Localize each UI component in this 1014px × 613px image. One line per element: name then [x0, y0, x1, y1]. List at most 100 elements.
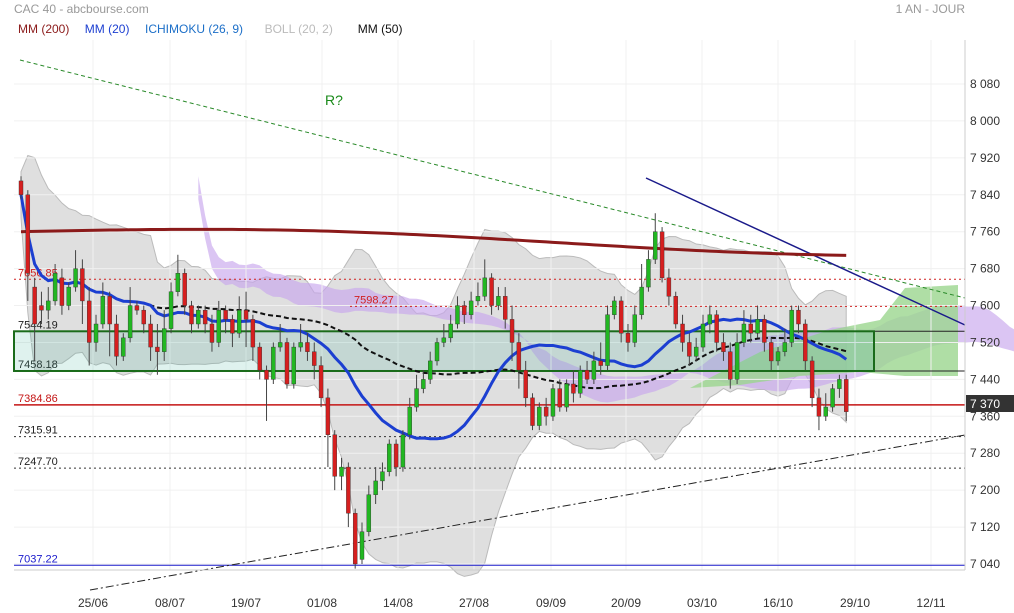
level-label: 7544.19: [18, 319, 58, 331]
candle-body: [584, 369, 590, 380]
level-label: 7458.18: [18, 359, 58, 371]
candle-body: [762, 319, 767, 343]
candle-body: [796, 309, 801, 325]
candle-body: [659, 231, 665, 279]
candle-body: [312, 351, 317, 366]
x-tick-label: 19/07: [231, 596, 261, 610]
candle-body: [216, 309, 221, 343]
candle-body: [789, 309, 794, 343]
y-tick-label: 7 120: [970, 520, 1000, 534]
candle-body: [189, 305, 194, 325]
x-tick-label: 27/08: [459, 596, 489, 610]
x-tick-label: 09/09: [536, 596, 566, 610]
candle-body: [455, 305, 460, 325]
candle-body: [557, 388, 562, 408]
y-tick-label: 7 520: [970, 335, 1000, 349]
candle-body: [121, 337, 126, 357]
resistance-trendline-green: [19, 59, 966, 299]
level-label: 7037.22: [18, 553, 58, 565]
candle-body: [223, 309, 228, 320]
candle-body: [66, 286, 71, 306]
candle-body: [209, 323, 215, 343]
x-tick-label: 20/09: [611, 596, 641, 610]
candle-body: [462, 305, 467, 315]
candle-body: [530, 397, 535, 426]
r-annotation: R?: [325, 92, 343, 108]
candle-body: [578, 369, 583, 394]
candle-body: [134, 305, 140, 311]
level-label: 7315.91: [18, 425, 58, 437]
y-tick-label: 8 000: [970, 114, 1000, 128]
candle-body: [32, 286, 37, 325]
candle-body: [837, 379, 842, 389]
legend-item: MM (50): [358, 22, 403, 36]
candle-body: [114, 323, 119, 357]
candle-body: [52, 273, 58, 302]
candle-body: [257, 346, 262, 371]
candle-body: [646, 259, 651, 288]
candle-body: [468, 300, 474, 315]
bollinger-area: [20, 154, 847, 577]
candle-body: [155, 346, 160, 352]
candle-body: [407, 406, 412, 435]
candle-body: [816, 397, 822, 417]
legend-item: BOLL (20, 2): [265, 22, 333, 36]
candle-body: [414, 388, 419, 408]
candle-body: [18, 180, 24, 195]
resistance-trendline-blue: [645, 177, 966, 326]
candle-body: [844, 379, 849, 412]
candle-body: [339, 466, 344, 477]
x-tick-label: 12/11: [916, 596, 945, 610]
candle-body: [496, 296, 501, 306]
legend-item: MM (20): [85, 22, 130, 36]
axes: 25/06 08/07 19/07 01/08 14/08 27/08 09/09 20/09…: [14, 40, 1000, 610]
support-trendline: [89, 434, 966, 591]
ma50-line: [20, 194, 847, 390]
y-tick-label: 7 360: [970, 409, 1000, 423]
candle-body: [80, 268, 85, 302]
candle-body: [230, 319, 235, 334]
x-tick-label: 16/10: [763, 596, 793, 610]
candle-body: [809, 360, 815, 399]
candle-body: [564, 383, 569, 408]
candle-body: [571, 383, 576, 394]
candle-body: [741, 323, 747, 343]
candle-body: [421, 379, 426, 389]
candle-body: [400, 434, 406, 468]
candle-body: [803, 323, 808, 362]
candle-body: [387, 443, 392, 472]
candle-body: [680, 323, 685, 343]
candle-body: [700, 323, 706, 348]
candle-body: [148, 323, 153, 348]
legend-item: ICHIMOKU (26, 9): [145, 22, 243, 36]
candle-body: [373, 480, 378, 495]
cloud-area-green: [690, 285, 958, 388]
candle-body: [271, 346, 276, 380]
candle-body: [298, 342, 303, 348]
candle-body: [489, 277, 494, 306]
candle-body: [73, 268, 78, 288]
candle-body: [141, 309, 146, 325]
candle-body: [393, 443, 399, 468]
candle-body: [653, 231, 658, 260]
candle-body: [543, 406, 549, 417]
y-tick-label: 7 680: [970, 262, 1000, 276]
candle-body: [352, 513, 358, 565]
candle-body: [107, 296, 112, 325]
level-label: 7384.86: [18, 393, 58, 405]
candle-body: [291, 346, 296, 385]
ichimoku-cloud: [198, 176, 1014, 403]
candle-body: [380, 471, 385, 482]
candle-body: [196, 309, 201, 325]
y-tick-label: 7 840: [970, 188, 1000, 202]
candle-body: [721, 342, 726, 352]
chart-title: CAC 40 - abcbourse.com: [14, 2, 149, 16]
candle-body: [687, 342, 692, 357]
candle-body: [625, 333, 631, 343]
candle-body: [639, 286, 644, 315]
candle-body: [734, 342, 740, 380]
candle-body: [162, 328, 167, 352]
candle-body: [769, 342, 774, 362]
candle-body: [250, 319, 256, 348]
